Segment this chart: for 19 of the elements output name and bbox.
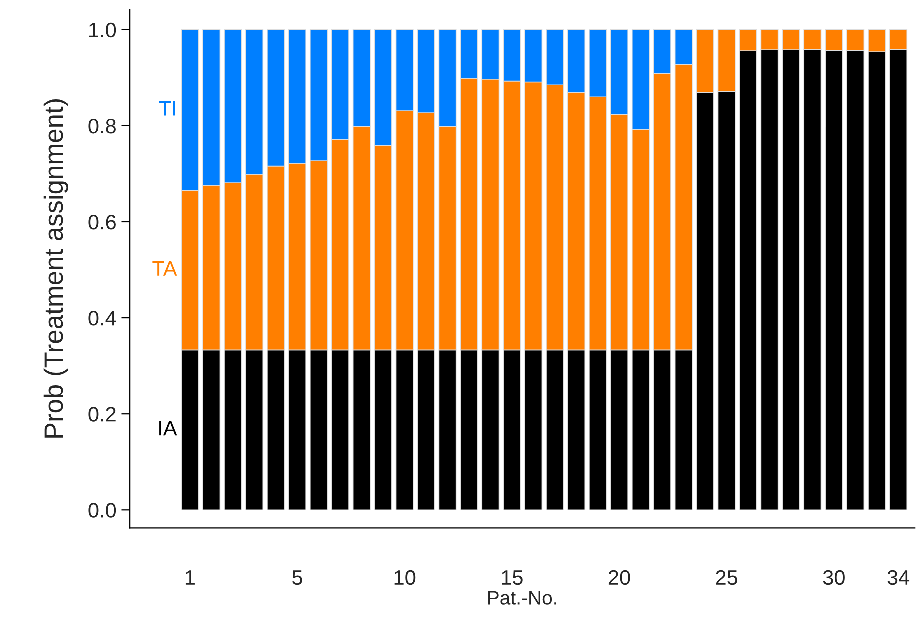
y-tick-label: 0.0 xyxy=(88,503,116,518)
series-label: IA xyxy=(160,421,178,436)
series-label: TA xyxy=(152,262,178,276)
x-axis-title: Pat.-No. xyxy=(488,591,556,605)
x-tick-label: 15 xyxy=(502,570,523,586)
x-tick-label: 30 xyxy=(823,570,845,586)
x-tick-label: 10 xyxy=(394,570,416,586)
y-tick-label: 0.8 xyxy=(88,118,116,134)
y-tick-label: 1.0 xyxy=(90,22,116,38)
series-label: TI xyxy=(159,101,176,116)
x-tick-label: 25 xyxy=(716,570,738,586)
x-tick-label: 5 xyxy=(292,570,302,586)
y-tick-label: 0.6 xyxy=(88,214,116,230)
x-tick-label: 34 xyxy=(888,570,910,586)
y-tick-label: 0.2 xyxy=(88,407,116,422)
y-axis-title: Prob (Treatment assignment) xyxy=(44,100,68,438)
x-tick-label: 1 xyxy=(186,570,195,585)
y-tick-label: 0.4 xyxy=(88,311,116,326)
x-tick-label: 20 xyxy=(608,570,630,586)
